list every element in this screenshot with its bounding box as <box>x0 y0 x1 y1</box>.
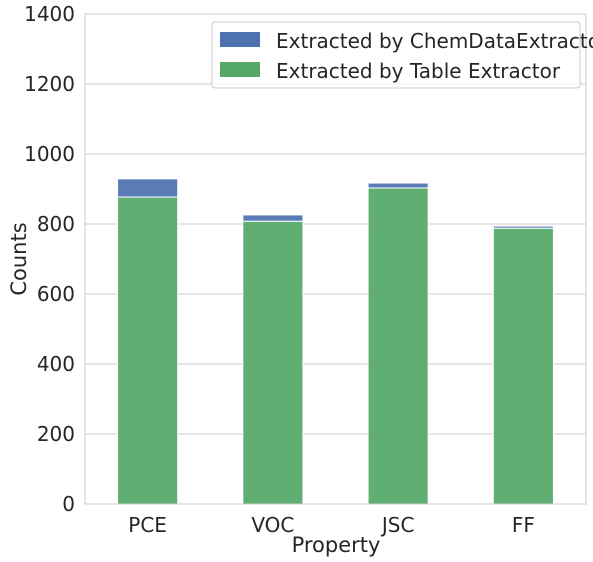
bars <box>117 178 554 505</box>
y-tick-label: 800 <box>37 212 75 236</box>
plot-frame <box>84 13 587 505</box>
bar-pce-table-extractor <box>117 196 179 505</box>
x-tick-label-ff: FF <box>512 513 535 537</box>
y-tick-label: 0 <box>62 492 75 516</box>
x-tick-label-jsc: JSC <box>380 513 415 537</box>
y-tick-label: 1200 <box>24 72 75 96</box>
y-axis-label: Counts <box>7 222 31 295</box>
legend-swatch-chemdataextractor <box>220 32 260 47</box>
legend-label-table-extractor: Extracted by Table Extractor <box>276 59 561 83</box>
y-tick-label: 1000 <box>24 142 75 166</box>
x-axis-label: Property <box>292 533 381 557</box>
y-tick-label: 1400 <box>24 2 75 26</box>
legend-frame <box>211 21 581 89</box>
bar-jsc-chemdataextractor <box>367 182 429 189</box>
bar-voc-chemdataextractor <box>242 214 304 222</box>
bar-ff-table-extractor <box>492 227 554 505</box>
x-tick-labels: PCE VOC JSC FF <box>128 513 535 537</box>
y-tick-label: 400 <box>37 352 75 376</box>
x-tick-label-voc: VOC <box>251 513 294 537</box>
bar-voc-table-extractor <box>242 220 304 505</box>
legend-label-chemdataextractor: Extracted by ChemDataExtractor <box>276 29 593 53</box>
x-tick-label-pce: PCE <box>128 513 167 537</box>
bar-ff-chemdataextractor <box>492 225 554 229</box>
bar-pce-chemdataextractor <box>117 178 179 198</box>
legend-swatch-table-extractor <box>220 62 260 77</box>
y-tick-labels: 0 200 400 600 800 1000 1200 1400 <box>24 2 75 516</box>
y-tick-label: 200 <box>37 422 75 446</box>
y-tick-label: 600 <box>37 282 75 306</box>
legend: Extracted by ChemDataExtractor Extracted… <box>211 21 593 89</box>
bar-jsc-table-extractor <box>367 187 429 505</box>
